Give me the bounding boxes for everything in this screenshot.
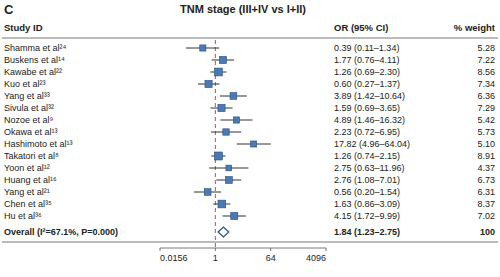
overall-diamond: [218, 227, 229, 237]
study-label: Huang et al¹⁶: [4, 175, 57, 185]
or-label: 1.26 (0.74–2.15): [334, 151, 400, 161]
study-label: Nozoe et al⁹: [4, 115, 54, 125]
study-square: [225, 177, 232, 184]
x-tick-label: 0.0156: [160, 253, 188, 263]
weight-label: 7.22: [477, 55, 495, 65]
weight-label: 5.73: [477, 127, 495, 137]
weight-label: 5.42: [477, 115, 495, 125]
x-tick-label: 64: [266, 253, 276, 263]
panel-label: C: [4, 2, 14, 17]
or-label: 4.15 (1.72–9.99): [334, 211, 400, 221]
x-tick: [326, 248, 327, 251]
or-label: 0.39 (0.11–1.34): [334, 43, 399, 53]
or-label: 1.26 (0.69–2.30): [334, 67, 400, 77]
study-square: [214, 152, 222, 160]
or-label: 1.63 (0.86–3.09): [334, 199, 400, 209]
column-header: Study ID: [4, 22, 43, 33]
weight-label: 7.02: [477, 211, 495, 221]
study-label: Hashimoto et al¹³: [4, 139, 73, 149]
or-label: 1.59 (0.69–3.65): [334, 103, 400, 113]
study-square: [218, 200, 226, 208]
study-square: [230, 93, 237, 100]
or-label: 0.56 (0.20–1.54): [334, 187, 400, 197]
study-square: [219, 56, 226, 63]
study-label: Shamma et al²⁴: [4, 43, 67, 53]
study-label: Yang et al²¹: [4, 187, 50, 197]
study-square: [233, 117, 239, 123]
study-label: Kawabe et al²²: [4, 67, 62, 77]
study-square: [204, 189, 211, 196]
or-label: 4.89 (1.46–16.32): [334, 115, 405, 125]
study-label: Okawa et al¹³: [4, 127, 58, 137]
study-label: Sivula et al³²: [4, 103, 54, 113]
weight-label: 8.91: [477, 151, 495, 161]
weight-label: 7.34: [477, 79, 495, 89]
chart-title: TNM stage (III+IV vs I+II): [180, 3, 306, 15]
study-label: Chen et al³⁵: [4, 199, 52, 209]
or-label: 1.77 (0.76–4.11): [334, 55, 399, 65]
overall-label: Overall (I²=67.1%, P=0.000): [4, 227, 118, 237]
weight-label: 8.56: [477, 67, 495, 77]
study-square: [223, 129, 229, 135]
study-square: [251, 141, 257, 147]
separator: [2, 38, 498, 39]
study-square: [218, 104, 225, 111]
or-label: 2.76 (1.08–7.01): [334, 175, 400, 185]
forest-chart: C TNM stage (III+IV vs I+II) Study ID OR (9…: [0, 0, 500, 277]
study-square: [200, 45, 206, 51]
weight-label: 6.73: [477, 175, 495, 185]
overall-weight-label: 100: [480, 227, 495, 237]
x-tick: [160, 248, 161, 251]
study-label: Takatori et al⁸: [4, 151, 59, 161]
or-label: 3.89 (1.42–10.64): [334, 91, 405, 101]
x-tick: [215, 248, 216, 251]
or-label: 0.60 (0.27–1.37): [334, 79, 400, 89]
x-tick: [270, 248, 271, 251]
or-label: 17.82 (4.96–64.04): [334, 139, 410, 149]
weight-label: 5.10: [477, 139, 495, 149]
study-square: [205, 80, 212, 87]
study-square: [231, 212, 238, 219]
weight-label: 5.28: [477, 43, 495, 53]
study-square: [215, 68, 223, 76]
x-tick-label: 1: [213, 253, 218, 263]
plot-area: [186, 40, 271, 248]
overall-or-label: 1.84 (1.23–2.75): [334, 227, 400, 237]
column-header: OR (95% CI): [334, 22, 388, 33]
study-label: Yoon et al¹²: [4, 163, 50, 173]
weight-label: 6.31: [477, 187, 495, 197]
or-label: 2.75 (0.63–11.96): [334, 163, 404, 173]
weight-label: 8.37: [477, 199, 495, 209]
weight-label: 7.29: [477, 103, 495, 113]
study-label: Yang et al³³: [4, 91, 50, 101]
separator: [2, 242, 498, 243]
weight-label: 6.36: [477, 91, 495, 101]
study-label: Hu et al³⁶: [4, 211, 42, 221]
x-tick-label: 4096: [306, 253, 326, 263]
study-label: Kuo et al²³: [4, 79, 46, 89]
study-square: [226, 165, 232, 171]
column-header: % weight: [454, 22, 496, 33]
study-label: Buskens et al¹⁴: [4, 55, 65, 65]
x-axis-line: [160, 248, 326, 249]
weight-label: 4.37: [477, 163, 495, 173]
or-label: 2.23 (0.72–6.95): [334, 127, 400, 137]
